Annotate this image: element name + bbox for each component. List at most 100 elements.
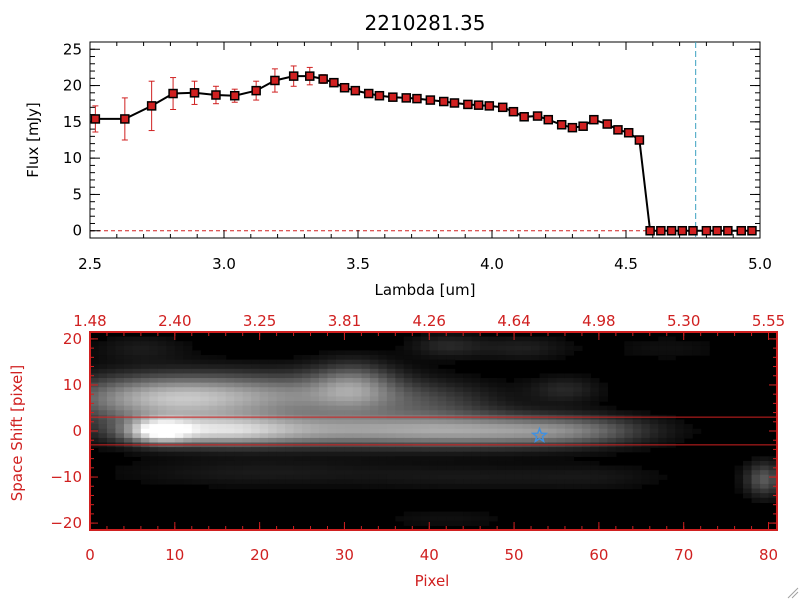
image-pixel [497,483,507,490]
image-pixel [98,410,108,416]
image-pixel [98,419,108,425]
spectrum-y-axis-label: Flux [mJy] [24,102,42,178]
image-pixel [378,460,388,467]
image-pixel [310,368,320,375]
image-pixel [335,405,346,411]
image-pixel [106,396,117,402]
image-pixel [497,341,507,347]
image-pixel [115,378,125,384]
image-pixel [497,465,507,471]
image-pixel [615,483,625,490]
image-pixel [115,359,125,365]
image-pixel [361,451,371,457]
image-pixel [522,456,532,462]
image-pixel [420,424,430,430]
image-pixel [200,378,210,384]
image-pixel [310,483,320,490]
image-pixel [157,368,167,375]
image-pixel [607,465,617,471]
image-pixel [302,437,312,444]
image-pixel [615,447,625,453]
image-pixel [378,428,388,434]
image-pixel [581,387,592,393]
image-pixel [505,341,515,347]
image-pixel [395,483,405,490]
image-pixel [157,401,167,407]
image-pixel [242,460,252,467]
image-pixel [573,437,583,444]
image-pixel [302,479,312,485]
image-pixel [149,460,159,467]
image-pixel [369,350,379,356]
image-pixel [556,405,566,411]
image-pixel [403,387,413,393]
image-pixel [319,364,329,370]
image-pixel [751,474,761,480]
image-pixel [115,405,125,411]
image-pixel [556,470,566,476]
image-pixel [268,451,278,457]
image-pixel [531,382,541,388]
image-pixel [140,336,150,342]
image-pixel [335,364,346,370]
image-pixel [242,465,252,471]
image-pixel [522,396,532,402]
image-pixel [276,382,286,388]
image-pixel [505,460,515,467]
image-pixel [319,483,329,490]
image-pixel [174,387,184,393]
image-pixel [429,451,439,457]
image-pixel [454,447,464,453]
image-pixel [123,391,134,398]
image-pixel [556,378,566,384]
image-pixel [386,368,396,375]
image-pixel [505,470,515,476]
image-pixel [429,474,439,480]
image-pixel [310,456,320,462]
image-pixel [140,465,150,471]
image-pixel [157,419,167,425]
image-pixel [734,465,744,471]
image-pixel [429,401,439,407]
image-pixel [225,387,235,393]
image-pixel [760,456,770,462]
image-pixel [641,341,651,347]
image-pixel [268,382,278,388]
data-point [567,122,578,133]
image-pixel [327,456,337,462]
image-pixel [327,447,337,453]
image-pixel [751,493,761,499]
image-pixel [632,474,642,480]
image-pixel [268,364,278,370]
image-pixel [200,433,210,439]
image-pixel [497,474,507,480]
image-pixel [378,465,388,471]
image-pixel [166,451,176,457]
image-pixel [319,350,329,356]
image-pixel [251,460,261,467]
image-pixel [225,470,235,476]
image-pixel [327,405,337,411]
image-pixel [531,391,541,398]
image-pixel [234,401,244,407]
image-pixel [234,387,244,393]
resize-grip-icon[interactable] [787,587,799,599]
spectrum-panel: 2210281.35 2.5 3.0 3.5 4.0 4.5 5.0 0510152025… [24,11,772,299]
y-tick-label: 10 [63,149,82,167]
image-pixel [200,410,210,416]
image-pixel [327,364,337,370]
image-pixel [581,470,592,476]
image-pixel [361,359,371,365]
image-pixel [200,405,210,411]
image-pixel [106,433,117,439]
image-pixel [539,350,549,356]
image-pixel [751,460,761,467]
image-pixel [734,488,744,494]
wavelength-tick-label: 3.25 [243,312,276,330]
image-pixel [183,410,193,416]
data-point [508,106,519,117]
image-pixel [132,410,142,416]
data-point [463,99,473,110]
image-pixel [768,479,778,485]
image-pixel [590,428,600,434]
